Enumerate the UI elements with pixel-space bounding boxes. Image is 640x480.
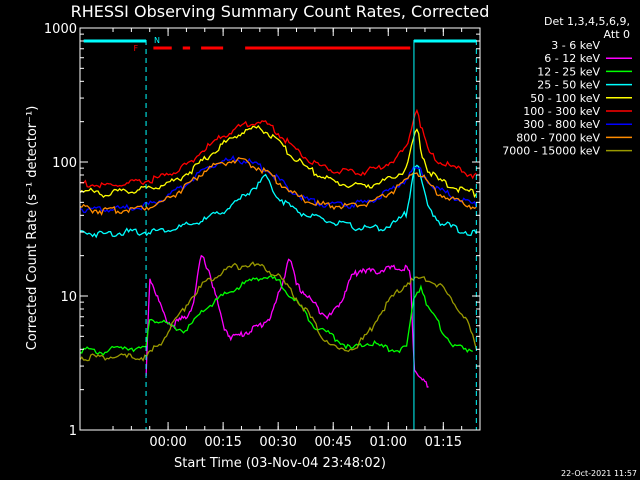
legend-label: 25 - 50 keV [537,79,600,92]
night-flag-label: N [154,36,160,45]
footer-timestamp: 22-Oct-2021 11:57 [561,469,637,478]
series-line [79,108,477,189]
x-tick-label: 00:30 [259,435,296,450]
series-line [79,261,477,362]
x-tick-label: 00:00 [149,435,186,450]
series-line [79,274,473,356]
y-tick-label: 100 [52,156,77,171]
legend-label: 3 - 6 keV [551,39,600,52]
chart-title: RHESSI Observing Summary Count Rates, Co… [71,2,490,21]
y-tick-label: 1 [69,424,77,439]
series-line [79,124,477,199]
legend-label: 6 - 12 keV [544,52,600,65]
x-tick-label: 01:15 [425,435,462,450]
x-tick-label: 00:45 [314,435,351,450]
legend-header: Att 0 [604,28,630,41]
y-axis-label: Corrected Count Rate (s⁻¹ detector⁻¹) [25,106,40,351]
x-axis-label: Start Time (03-Nov-04 23:48:02) [174,456,386,471]
series-line [79,164,477,239]
series-line [79,157,477,216]
legend-label: 800 - 7000 keV [516,131,600,144]
legend-label: 300 - 800 keV [523,118,600,131]
legend-label: 7000 - 15000 keV [502,145,600,158]
plot-frame [79,27,481,431]
flags-group: NF [83,36,477,430]
flare-flag-label: F [133,44,138,53]
x-tick-label: 01:00 [370,435,407,450]
series-line [145,254,429,388]
legend-header: Det 1,3,4,5,6,9, [544,15,630,28]
legend-label: 50 - 100 keV [530,92,600,105]
x-tick-label: 00:15 [204,435,241,450]
axes-group: 1 10 100 1000 00:00 00:15 00:30 00:45 01:00 01:15 [44,22,481,450]
legend-label: 100 - 300 keV [523,105,600,118]
series-group [79,108,477,388]
legend-label: 12 - 25 keV [537,65,600,78]
y-tick-label: 1000 [44,22,77,37]
series-line [149,235,411,325]
y-tick-label: 10 [60,290,77,305]
